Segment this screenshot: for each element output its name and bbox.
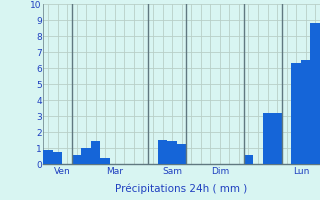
Bar (272, 113, 282, 164)
Bar (167, 141, 177, 164)
Text: Mar: Mar (106, 167, 123, 176)
Bar (301, 60, 310, 164)
Bar (43, 150, 53, 164)
Text: Dim: Dim (211, 167, 229, 176)
Bar (310, 23, 320, 164)
Bar (263, 113, 272, 164)
Bar (53, 152, 62, 164)
Bar (177, 144, 186, 164)
Bar (72, 155, 81, 164)
Text: Sam: Sam (162, 167, 182, 176)
Bar (158, 140, 167, 164)
Bar (91, 141, 100, 164)
Bar (81, 148, 91, 164)
Bar (292, 63, 301, 164)
Text: Lun: Lun (293, 167, 309, 176)
Bar (100, 158, 110, 164)
Text: Précipitations 24h ( mm ): Précipitations 24h ( mm ) (116, 183, 248, 194)
Text: Ven: Ven (54, 167, 71, 176)
Bar (244, 155, 253, 164)
